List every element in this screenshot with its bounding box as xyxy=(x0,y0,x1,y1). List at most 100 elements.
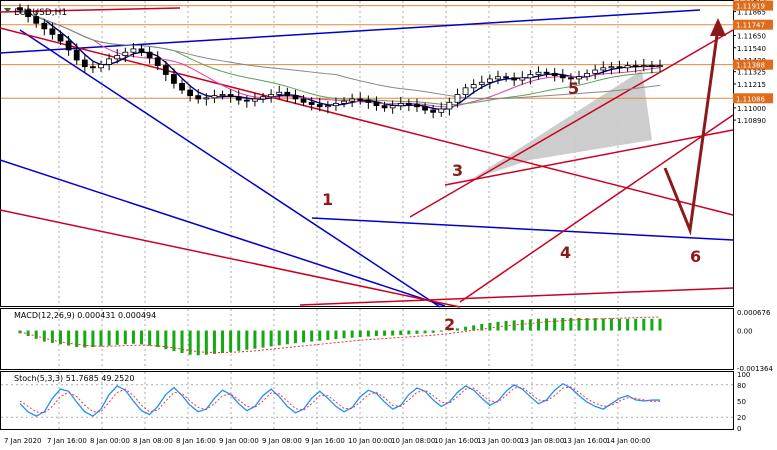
time-tick-label: 13 Jan 08:00 xyxy=(520,437,564,445)
price-highlight-label: 1.11919 xyxy=(736,3,765,11)
candle-body xyxy=(212,96,217,98)
price-tick-label: 1.11325 xyxy=(737,69,766,77)
candle-body xyxy=(90,67,95,68)
candle-body xyxy=(366,100,371,102)
candle-body xyxy=(479,82,484,84)
candle-body xyxy=(641,66,646,67)
macd-label: MACD(12,26,9) 0.000431 0.000494 xyxy=(14,311,156,320)
price-tick-label: 1.11540 xyxy=(737,45,766,53)
candle-body xyxy=(269,95,274,97)
candle-body xyxy=(544,72,549,73)
candle-body xyxy=(495,77,500,79)
macd-axis-label: 0.000676 xyxy=(737,309,771,317)
time-tick-label: 14 Jan 00:00 xyxy=(606,437,650,445)
candle-body xyxy=(293,96,298,99)
time-tick-label: 10 Jan 16:00 xyxy=(434,437,478,445)
candle-body xyxy=(398,103,403,105)
time-tick-label: 8 Jan 16:00 xyxy=(176,437,216,445)
candle-body xyxy=(277,92,282,94)
candle-body xyxy=(649,66,654,67)
candle-body xyxy=(317,105,322,107)
candle-body xyxy=(66,41,71,50)
candle-body xyxy=(342,101,347,103)
candle-body xyxy=(350,99,355,101)
price-highlight-label: 1.11086 xyxy=(736,95,765,103)
price-highlight-label: 1.11388 xyxy=(736,62,765,70)
candle-body xyxy=(374,102,379,105)
stoch-axis-label: 80 xyxy=(737,382,746,390)
stoch-axis-label: 100 xyxy=(737,371,750,379)
time-tick-label: 13 Jan 16:00 xyxy=(563,437,607,445)
price-axis: 1.119751.118651.117601.116501.115401.114… xyxy=(733,0,773,125)
candle-body xyxy=(74,50,79,60)
candle-body xyxy=(585,73,590,76)
candle-body xyxy=(463,88,468,95)
price-tick-label: 1.11215 xyxy=(737,81,766,89)
candle-body xyxy=(252,99,257,101)
wave-label: 2 xyxy=(444,315,455,334)
candle-body xyxy=(625,66,630,68)
stoch-axis-label: 0 xyxy=(737,425,741,433)
candle-body xyxy=(163,66,168,75)
wave-label: 5 xyxy=(568,79,579,98)
candle-body xyxy=(220,95,225,96)
candle-body xyxy=(528,74,533,77)
time-tick-label: 7 Jan 2020 xyxy=(4,437,42,445)
time-tick-label: 9 Jan 08:00 xyxy=(262,437,302,445)
time-tick-label: 8 Jan 08:00 xyxy=(133,437,173,445)
candle-body xyxy=(658,66,663,67)
macd-axis-label: 0.00 xyxy=(737,328,753,336)
candle-body xyxy=(439,109,444,112)
candle-body xyxy=(123,52,128,55)
candle-body xyxy=(617,67,622,68)
candle-body xyxy=(520,78,525,80)
candle-body xyxy=(390,106,395,108)
time-tick-label: 9 Jan 00:00 xyxy=(219,437,259,445)
candle-body xyxy=(601,68,606,70)
stoch-axis-label: 50 xyxy=(737,398,746,406)
candle-body xyxy=(147,52,152,58)
time-tick-label: 7 Jan 16:00 xyxy=(47,437,87,445)
price-tick-label: 1.11650 xyxy=(737,33,766,41)
wave-label: 1 xyxy=(322,190,333,209)
price-tick-label: 1.10890 xyxy=(737,117,766,125)
candle-body xyxy=(139,49,144,52)
time-tick-label: 9 Jan 16:00 xyxy=(305,437,345,445)
candle-body xyxy=(512,78,517,80)
candle-body xyxy=(301,99,306,102)
candle-body xyxy=(633,66,638,67)
candle-body xyxy=(414,105,419,107)
candle-body xyxy=(42,23,47,29)
candle-body xyxy=(333,103,338,105)
candle-body xyxy=(131,49,136,52)
candle-body xyxy=(560,76,565,78)
candle-body xyxy=(50,29,55,35)
candle-body xyxy=(236,97,241,100)
candle-body xyxy=(504,77,509,78)
candle-body xyxy=(358,99,363,100)
candle-body xyxy=(285,92,290,95)
candle-body xyxy=(155,58,160,66)
stoch-label: Stoch(5,3,3) 51.7685 49.2520 xyxy=(14,374,134,383)
candle-body xyxy=(171,74,176,83)
time-axis: 7 Jan 2020 7 Jan 16:00 8 Jan 00:00 8 Jan 08… xyxy=(4,437,650,445)
candle-body xyxy=(188,90,193,96)
candle-body xyxy=(593,70,598,73)
candle-body xyxy=(382,106,387,108)
candle-body xyxy=(82,60,87,67)
candle-body xyxy=(325,106,330,107)
candle-body xyxy=(406,103,411,104)
time-tick-label: 10 Jan 08:00 xyxy=(391,437,435,445)
candle-body xyxy=(471,84,476,87)
wave-label: 4 xyxy=(560,243,571,262)
candle-body xyxy=(552,73,557,75)
candle-body xyxy=(609,67,614,68)
price-highlight-label: 1.11747 xyxy=(736,22,765,30)
candle-body xyxy=(115,56,120,59)
stoch-axis-label: 20 xyxy=(737,414,746,422)
time-tick-label: 10 Jan 00:00 xyxy=(348,437,392,445)
candle-body xyxy=(58,34,63,41)
candle-body xyxy=(487,79,492,82)
candle-body xyxy=(447,102,452,109)
candle-body xyxy=(180,83,185,90)
